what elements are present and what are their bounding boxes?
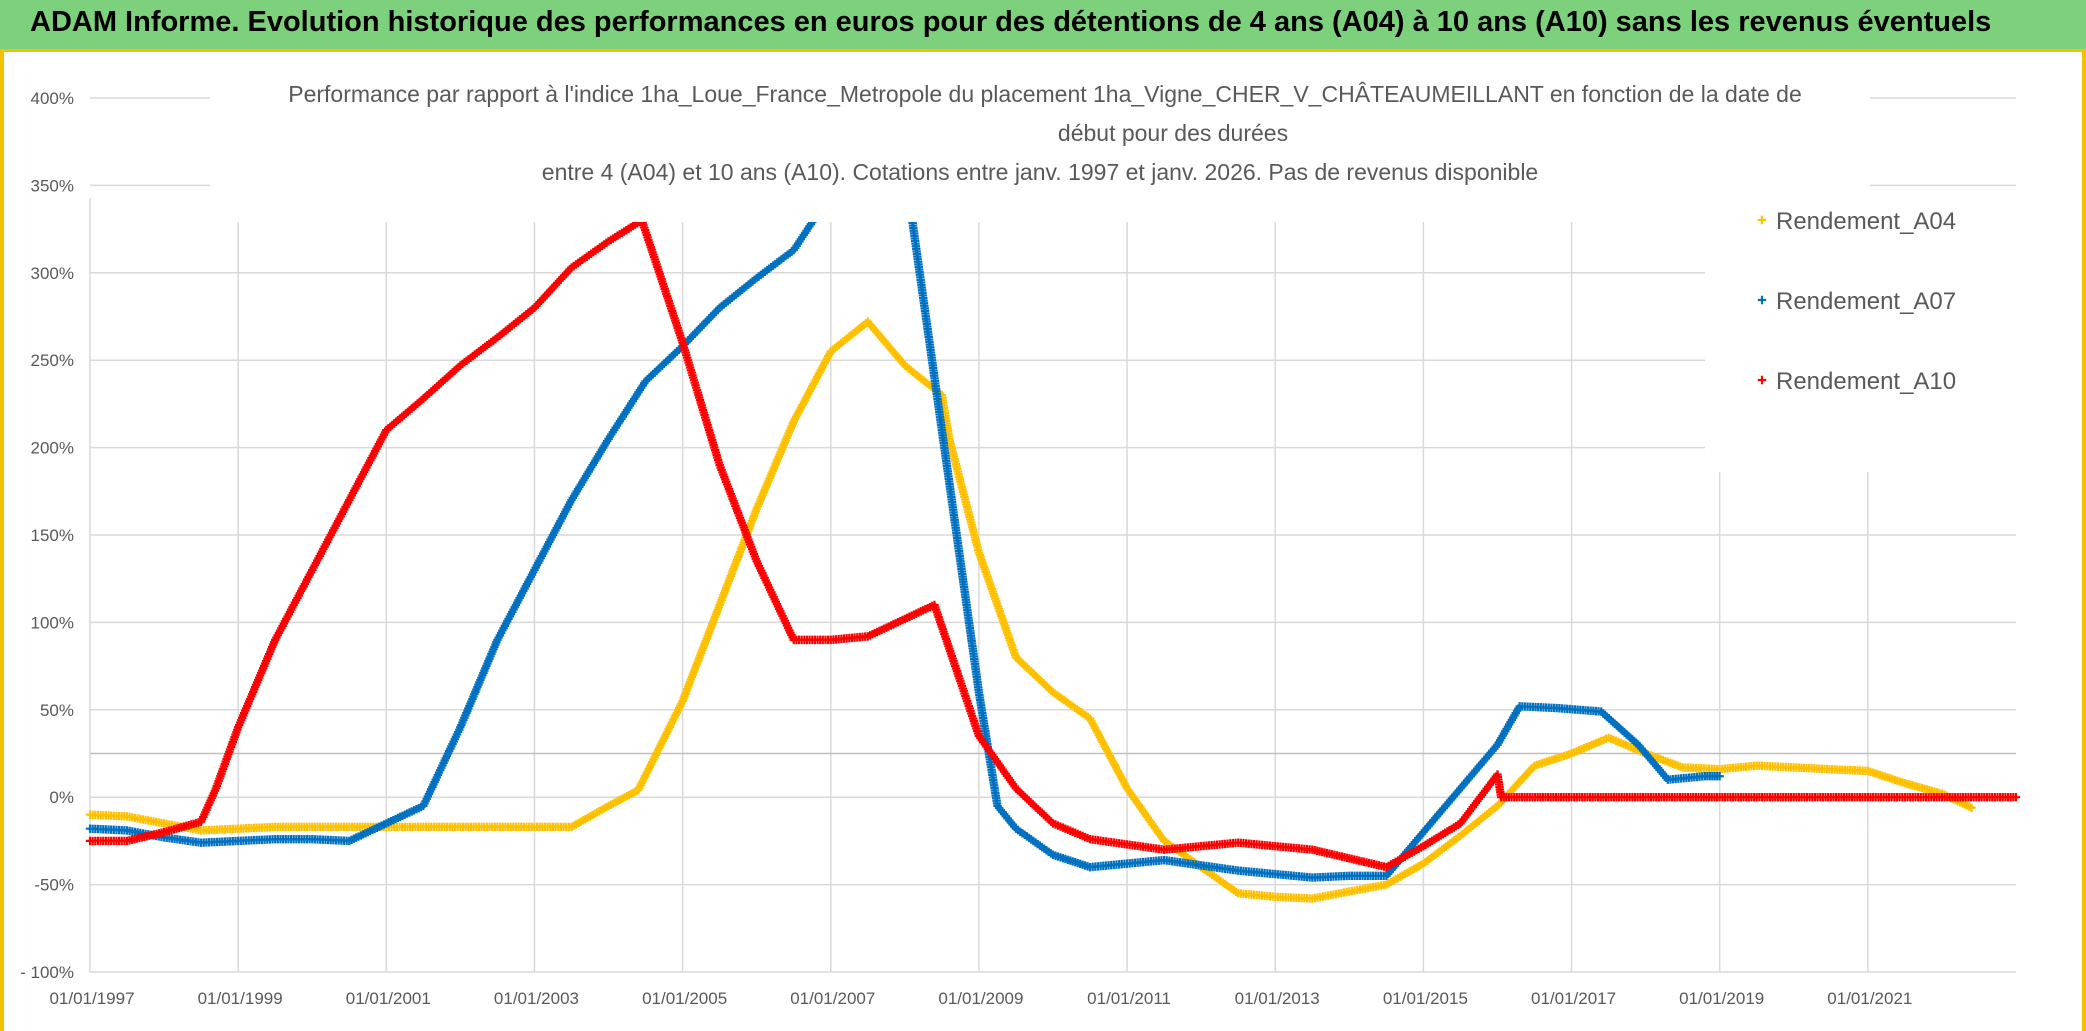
legend-item-Rendement_A04: Rendement_A04 [1757,208,1956,235]
y-tick-label: 300% [31,264,74,283]
legend-label: Rendement_A07 [1776,288,1956,315]
y-tick-label: 250% [31,351,74,370]
x-tick-label: 01/01/1997 [49,989,134,1008]
legend-label: Rendement_A10 [1776,368,1956,395]
y-tick-label: -50% [34,876,74,895]
performance-chart: 400% 350% 300% 250% 200% 150% 100% 50% 0% -50% - 1… [20,81,2021,1008]
legend-marker [1757,375,1767,385]
y-tick-label: 150% [31,526,74,545]
series-Rendement_A10 [85,216,2021,872]
left-accent-border [0,52,4,1031]
chart-title: Performance par rapport à l'indice 1ha_L… [210,81,1870,222]
legend-background [1705,192,2020,472]
title-background [210,82,1870,222]
x-axis-tick-labels: 01/01/1997 01/01/1999 01/01/2001 01/01/2003… [49,989,1912,1008]
x-tick-label: 01/01/2019 [1679,989,1764,1008]
y-tick-label: 200% [31,439,74,458]
y-tick-label: - 100% [20,963,74,982]
x-tick-label: 01/01/1999 [198,989,283,1008]
x-tick-label: 01/01/2009 [938,989,1023,1008]
x-tick-label: 01/01/2003 [494,989,579,1008]
y-tick-label: 50% [40,701,74,720]
x-tick-label: 01/01/2005 [642,989,727,1008]
series-Rendement_A04 [85,317,1976,903]
y-tick-label: 100% [31,613,74,632]
chart-legend: Rendement_A04 Rendement_A07 Rendement_A10 [1705,192,2020,472]
data-point [2011,793,2021,802]
x-tick-label: 01/01/2021 [1827,989,1912,1008]
legend-marker [1757,295,1767,305]
y-tick-label: 0% [49,788,74,807]
right-accent-border [2082,52,2086,1031]
chart-title-line: début pour des durées [1058,120,1288,146]
chart-title-line: Performance par rapport à l'indice 1ha_L… [288,81,1802,107]
legend-item-Rendement_A10: Rendement_A10 [1757,368,1956,395]
x-tick-label: 01/01/2007 [790,989,875,1008]
y-tick-label: 350% [31,176,74,195]
data-point [1967,803,1976,812]
chart-title-line: entre 4 (A04) et 10 ans (A10). Cotations… [542,159,1538,185]
data-point [1715,772,1724,781]
x-tick-label: 01/01/2011 [1087,989,1171,1008]
x-tick-label: 01/01/2015 [1383,989,1468,1008]
legend-label: Rendement_A04 [1776,208,1956,235]
y-tick-label: 400% [31,89,74,108]
x-tick-label: 01/01/2017 [1531,989,1616,1008]
legend-marker [1757,215,1767,225]
report-banner: ADAM Informe. Evolution historique des p… [0,0,2086,52]
report-title: ADAM Informe. Evolution historique des p… [30,6,1992,38]
y-axis-tick-labels: 400% 350% 300% 250% 200% 150% 100% 50% 0% -50% - 1… [20,89,74,982]
x-tick-label: 01/01/2001 [346,989,431,1008]
series-Rendement_A07 [85,128,1724,882]
chart-series [85,128,2021,903]
legend-item-Rendement_A07: Rendement_A07 [1757,288,1956,315]
x-tick-label: 01/01/2013 [1235,989,1320,1008]
